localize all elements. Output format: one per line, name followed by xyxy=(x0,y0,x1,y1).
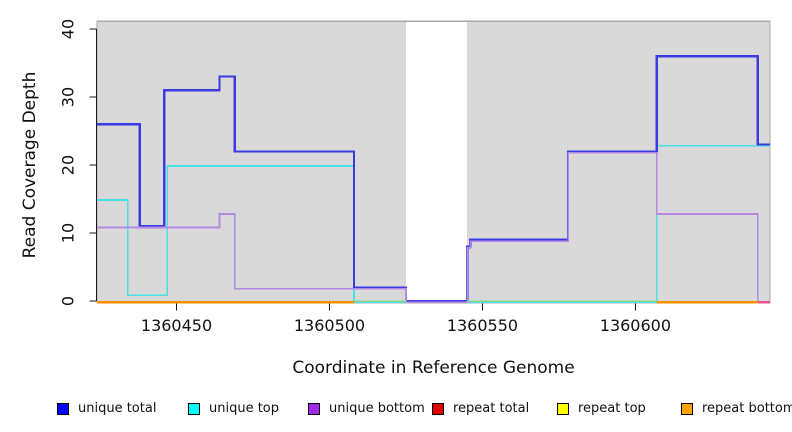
series-unique-top-line xyxy=(97,144,770,303)
legend-label: repeat bottom xyxy=(702,401,792,416)
chart-legend: unique total unique top unique bottom repea… xyxy=(0,401,792,425)
legend-swatch xyxy=(57,403,69,415)
legend-label: unique top xyxy=(209,401,280,416)
series-unique-bottom-line xyxy=(97,151,770,304)
x-tick-label: 1360450 xyxy=(141,316,212,335)
legend-item-unique-total: unique total xyxy=(57,401,156,416)
legend-label: unique bottom xyxy=(329,401,425,416)
legend-item-repeat-bottom: repeat bottom xyxy=(681,401,792,416)
masked-repeat-region xyxy=(405,22,468,303)
y-tick-label: 30 xyxy=(59,87,78,107)
legend-swatch xyxy=(432,403,444,415)
y-tick-label: 10 xyxy=(59,223,78,243)
legend-label: repeat top xyxy=(578,401,646,416)
x-tick-label: 1360550 xyxy=(447,316,518,335)
y-tick-label: 0 xyxy=(59,296,78,306)
legend-label: repeat total xyxy=(453,401,530,416)
y-tick-label: 20 xyxy=(59,155,78,175)
legend-label: unique total xyxy=(78,401,157,416)
legend-item-unique-bottom: unique bottom xyxy=(308,401,425,416)
legend-item-repeat-top: repeat top xyxy=(557,401,646,416)
x-axis-title: Coordinate in Reference Genome xyxy=(292,358,575,378)
y-tick-label: 40 xyxy=(59,19,78,39)
legend-swatch xyxy=(557,403,569,415)
legend-swatch xyxy=(188,403,200,415)
x-tick-label: 1360500 xyxy=(294,316,365,335)
legend-item-unique-top: unique top xyxy=(188,401,279,416)
legend-swatch xyxy=(681,403,693,415)
x-tick-label: 1360600 xyxy=(600,316,671,335)
legend-swatch xyxy=(308,403,320,415)
legend-item-repeat-total: repeat total xyxy=(432,401,529,416)
y-axis-title: Read Coverage Depth xyxy=(20,71,40,259)
